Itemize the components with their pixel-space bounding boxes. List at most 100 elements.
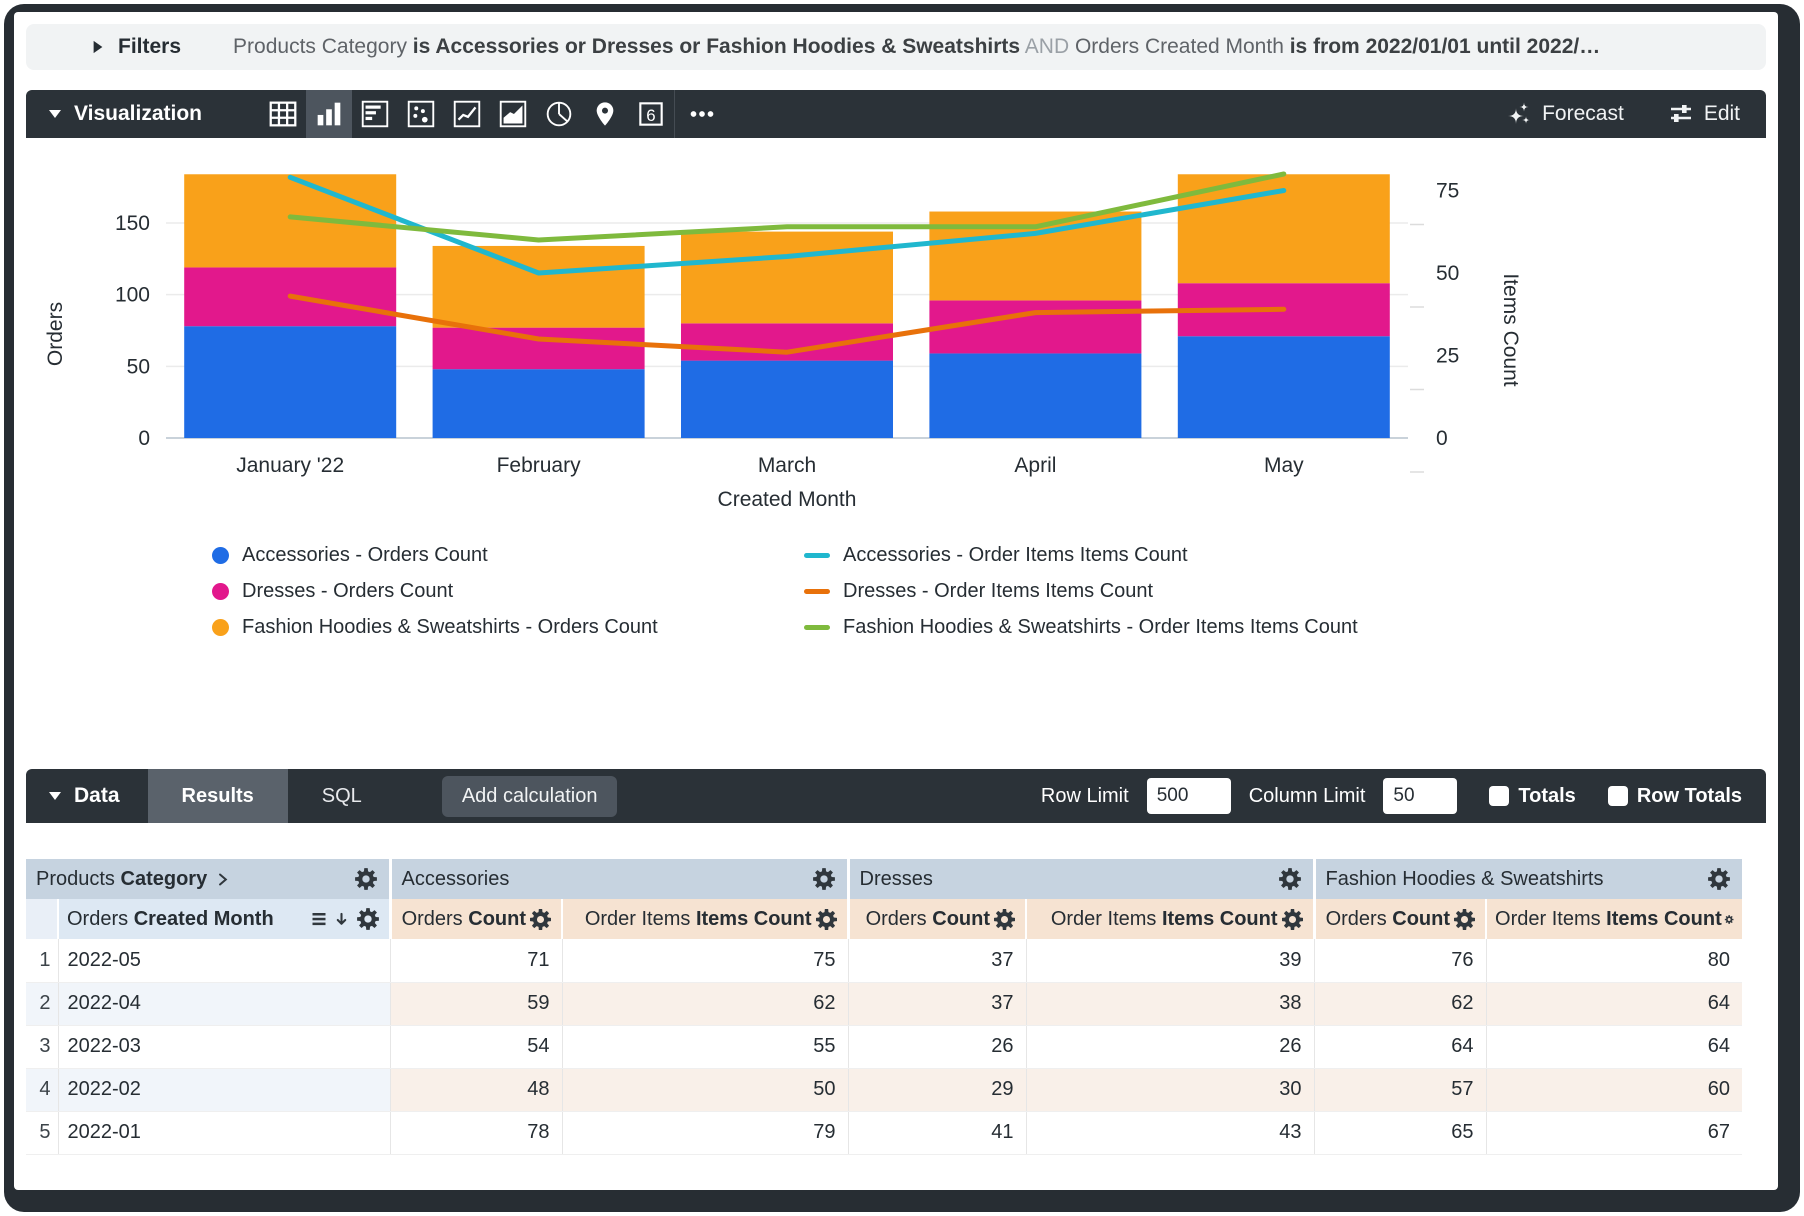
measure-cell[interactable]: 75 bbox=[562, 939, 848, 982]
measure-cell[interactable]: 29 bbox=[848, 1068, 1026, 1111]
gear-icon[interactable] bbox=[811, 866, 837, 892]
totals-checkbox[interactable] bbox=[1489, 786, 1509, 806]
gear-icon[interactable] bbox=[353, 866, 379, 892]
legend-item[interactable]: Dresses - Order Items Items Count bbox=[804, 580, 1766, 603]
tab-sql[interactable]: SQL bbox=[288, 769, 396, 823]
measure-column-header[interactable]: Order Items Items Count bbox=[562, 899, 848, 939]
measure-cell[interactable]: 26 bbox=[848, 1025, 1026, 1068]
map-icon[interactable] bbox=[582, 90, 628, 138]
measure-cell[interactable]: 55 bbox=[562, 1025, 848, 1068]
measure-cell[interactable]: 60 bbox=[1486, 1068, 1742, 1111]
chart-canvas[interactable]: 050100150Orders0255075Items CountJanuary… bbox=[26, 138, 1742, 518]
bar-chart-icon[interactable] bbox=[352, 90, 398, 138]
measure-cell[interactable]: 50 bbox=[562, 1068, 848, 1111]
line-chart-icon[interactable] bbox=[444, 90, 490, 138]
measure-cell[interactable]: 38 bbox=[1026, 982, 1314, 1025]
measure-cell[interactable]: 65 bbox=[1314, 1111, 1486, 1154]
legend-item[interactable]: Fashion Hoodies & Sweatshirts - Orders C… bbox=[212, 616, 804, 639]
area-chart-icon[interactable] bbox=[490, 90, 536, 138]
scatter-chart-icon[interactable] bbox=[398, 90, 444, 138]
pivot-group-header[interactable]: Dresses bbox=[848, 859, 1314, 899]
measure-cell[interactable]: 59 bbox=[390, 982, 562, 1025]
measure-cell[interactable]: 71 bbox=[390, 939, 562, 982]
dimension-cell[interactable]: 2022-04 bbox=[58, 982, 390, 1025]
row-totals-checkbox[interactable] bbox=[1608, 786, 1628, 806]
row-number-header bbox=[26, 899, 58, 939]
legend-item[interactable]: Fashion Hoodies & Sweatshirts - Order It… bbox=[804, 616, 1766, 639]
legend-label: Accessories - Order Items Items Count bbox=[843, 544, 1188, 567]
filter-segment: Orders Created Month bbox=[1075, 35, 1290, 58]
measure-cell[interactable]: 76 bbox=[1314, 939, 1486, 982]
combo-chart[interactable]: 050100150Orders0255075Items CountJanuary… bbox=[26, 138, 1742, 518]
gear-icon[interactable] bbox=[355, 906, 381, 932]
edit-button[interactable]: Edit bbox=[1668, 101, 1740, 127]
more-icon[interactable] bbox=[674, 90, 730, 138]
measure-cell[interactable]: 39 bbox=[1026, 939, 1314, 982]
table-icon[interactable] bbox=[260, 90, 306, 138]
gear-icon[interactable] bbox=[528, 907, 553, 932]
measure-cell[interactable]: 62 bbox=[1314, 982, 1486, 1025]
tab-results[interactable]: Results bbox=[148, 769, 288, 823]
measure-cell[interactable]: 64 bbox=[1486, 982, 1742, 1025]
measure-column-header[interactable]: Order Items Items Count bbox=[1486, 899, 1742, 939]
viz-type-picker: 6 bbox=[260, 90, 730, 138]
gear-icon[interactable] bbox=[1277, 866, 1303, 892]
measure-cell[interactable]: 48 bbox=[390, 1068, 562, 1111]
collapse-visualization-icon[interactable] bbox=[48, 109, 62, 119]
dimension-column-header[interactable]: Orders Created Month bbox=[58, 899, 390, 939]
pie-chart-icon[interactable] bbox=[536, 90, 582, 138]
pivot-chevron-icon bbox=[215, 871, 230, 888]
dimension-cell[interactable]: 2022-03 bbox=[58, 1025, 390, 1068]
gear-icon[interactable] bbox=[1280, 907, 1305, 932]
measure-cell[interactable]: 41 bbox=[848, 1111, 1026, 1154]
measure-column-header[interactable]: Orders Count bbox=[848, 899, 1026, 939]
legend-item[interactable]: Accessories - Order Items Items Count bbox=[804, 544, 1766, 567]
measure-column-header[interactable]: Orders Count bbox=[1314, 899, 1486, 939]
measure-cell[interactable]: 37 bbox=[848, 939, 1026, 982]
data-label: Data bbox=[74, 784, 120, 808]
pivot-group-header[interactable]: Fashion Hoodies & Sweatshirts bbox=[1314, 859, 1742, 899]
measure-cell[interactable]: 62 bbox=[562, 982, 848, 1025]
measure-cell[interactable]: 67 bbox=[1486, 1111, 1742, 1154]
column-chart-icon[interactable] bbox=[306, 90, 352, 138]
single-value-icon[interactable]: 6 bbox=[628, 90, 674, 138]
measure-cell[interactable]: 37 bbox=[848, 982, 1026, 1025]
gear-icon[interactable] bbox=[814, 907, 839, 932]
dimension-cell[interactable]: 2022-05 bbox=[58, 939, 390, 982]
row-limit-input[interactable] bbox=[1147, 778, 1231, 814]
measure-cell[interactable]: 26 bbox=[1026, 1025, 1314, 1068]
forecast-button[interactable]: Forecast bbox=[1506, 101, 1624, 127]
collapse-data-icon[interactable] bbox=[48, 791, 62, 801]
measure-cell[interactable]: 54 bbox=[390, 1025, 562, 1068]
measure-cell[interactable]: 64 bbox=[1486, 1025, 1742, 1068]
filters-bar[interactable]: Filters Products Category is Accessories… bbox=[26, 24, 1766, 70]
measure-column-header[interactable]: Order Items Items Count bbox=[1026, 899, 1314, 939]
svg-text:May: May bbox=[1264, 454, 1304, 477]
measure-cell[interactable]: 79 bbox=[562, 1111, 848, 1154]
sort-desc-icon[interactable] bbox=[334, 911, 349, 928]
measure-cell[interactable]: 80 bbox=[1486, 939, 1742, 982]
gear-icon[interactable] bbox=[1452, 907, 1477, 932]
legend-item[interactable]: Accessories - Orders Count bbox=[212, 544, 804, 567]
dimension-group-header[interactable]: Products Category bbox=[26, 859, 390, 899]
measure-column-header[interactable]: Orders Count bbox=[390, 899, 562, 939]
column-limit-input[interactable] bbox=[1383, 778, 1457, 814]
visualization-toolbar: Visualization 6 Forecast Edit bbox=[26, 90, 1766, 138]
legend-item[interactable]: Dresses - Orders Count bbox=[212, 580, 804, 603]
dimension-cell[interactable]: 2022-02 bbox=[58, 1068, 390, 1111]
add-calculation-button[interactable]: Add calculation bbox=[442, 776, 618, 817]
dimension-cell[interactable]: 2022-01 bbox=[58, 1111, 390, 1154]
pivot-group-header[interactable]: Accessories bbox=[390, 859, 848, 899]
measure-cell[interactable]: 43 bbox=[1026, 1111, 1314, 1154]
measure-cell[interactable]: 30 bbox=[1026, 1068, 1314, 1111]
gear-icon[interactable] bbox=[992, 907, 1017, 932]
gear-icon[interactable] bbox=[1724, 907, 1734, 932]
measure-cell[interactable]: 57 bbox=[1314, 1068, 1486, 1111]
measure-cell[interactable]: 78 bbox=[390, 1111, 562, 1154]
subtotal-icon[interactable] bbox=[311, 911, 328, 927]
svg-text:25: 25 bbox=[1436, 345, 1459, 368]
gear-icon[interactable] bbox=[1706, 866, 1732, 892]
legend-label: Dresses - Order Items Items Count bbox=[843, 580, 1153, 603]
measure-cell[interactable]: 64 bbox=[1314, 1025, 1486, 1068]
expand-filters-icon[interactable] bbox=[92, 40, 104, 54]
